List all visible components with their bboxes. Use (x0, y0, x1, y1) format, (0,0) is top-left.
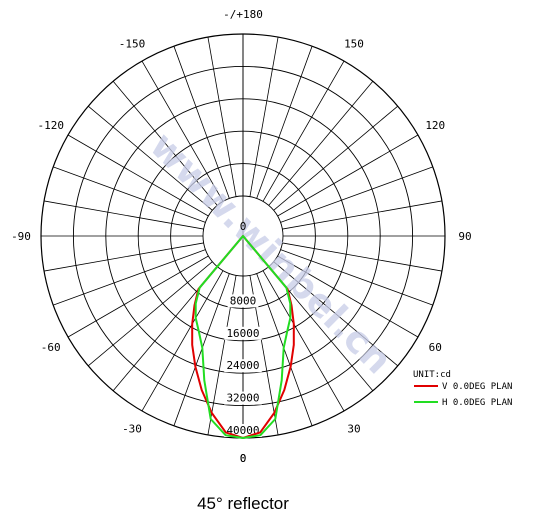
grid-spoke (273, 261, 398, 367)
grid-spoke (141, 270, 224, 412)
radial-tick-labels: 0 8000 16000 24000 32000 40000 0 (224, 220, 262, 465)
grid-spoke (280, 249, 433, 306)
grid-spoke (282, 242, 443, 272)
angle-tick-label: -/+180 (223, 8, 263, 21)
grid-spoke (273, 105, 398, 211)
grid-spoke (207, 36, 237, 197)
radial-tick-label: 40000 (226, 424, 259, 437)
grid-spoke (249, 36, 279, 197)
radial-tick-label: 16000 (226, 327, 259, 340)
grid-spoke (141, 60, 224, 202)
angle-tick-label: -150 (119, 38, 146, 51)
grid-spoke (262, 60, 345, 202)
angle-tick-label: 60 (429, 341, 442, 354)
chart-caption: 45° reflector (197, 494, 289, 513)
radial-tick-label: 24000 (226, 359, 259, 372)
radial-label-bg (224, 391, 262, 405)
grid-spoke (256, 46, 313, 199)
angle-tick-label: 120 (425, 119, 445, 132)
grid-spoke (277, 134, 419, 217)
grid-spoke (43, 200, 204, 230)
polar-intensity-chart: www.winbel.cn -/+180-150 150-120 120-90 90-… (11, 8, 512, 465)
angle-tick-label: -30 (122, 422, 142, 435)
grid-spoke (282, 200, 443, 230)
grid-spoke (67, 255, 209, 338)
grid-spoke (67, 134, 209, 217)
angle-tick-label: -90 (11, 230, 31, 243)
angle-tick-label: 30 (347, 422, 360, 435)
legend-entry-v: V 0.0DEG PLAN (442, 382, 512, 392)
series-line-h (194, 235, 292, 439)
grid-spoke (268, 81, 374, 206)
radial-label-bg (224, 326, 262, 340)
angle-tick-label: 150 (344, 38, 364, 51)
radial-label-bg (224, 424, 262, 437)
grid-spoke (173, 46, 230, 199)
angle-tick-label: -120 (37, 119, 64, 132)
grid-spoke (53, 249, 206, 306)
legend-unit: UNIT:cd (413, 370, 451, 380)
grid-spoke (88, 105, 213, 211)
radial-tick-label: 0 (240, 220, 247, 233)
angle-tick-label-bottom: 0 (240, 452, 247, 465)
angle-tick-label: 0 (240, 452, 247, 465)
series-layer (191, 235, 295, 439)
legend: UNIT:cd V 0.0DEG PLAN H 0.0DEG PLAN (413, 370, 512, 408)
grid-spoke (43, 242, 204, 272)
grid-spoke (277, 255, 419, 338)
radial-tick-label: 32000 (226, 392, 259, 405)
grid-spoke (53, 166, 206, 223)
radial-label-bg (227, 294, 259, 308)
radial-label-bg (224, 359, 262, 373)
angle-tick-label: -60 (41, 341, 61, 354)
grid-spoke (262, 270, 345, 412)
legend-entry-h: H 0.0DEG PLAN (442, 398, 512, 408)
angle-tick-labels: -/+180 -150 150 -120 120 -90 90 -60 60 -30 30 0 (11, 8, 472, 465)
grid-spoke (88, 261, 213, 367)
grid-spoke (280, 166, 433, 223)
grid-spoke (112, 81, 218, 206)
radial-tick-label: 8000 (230, 294, 257, 307)
angle-tick-label: 90 (458, 230, 471, 243)
